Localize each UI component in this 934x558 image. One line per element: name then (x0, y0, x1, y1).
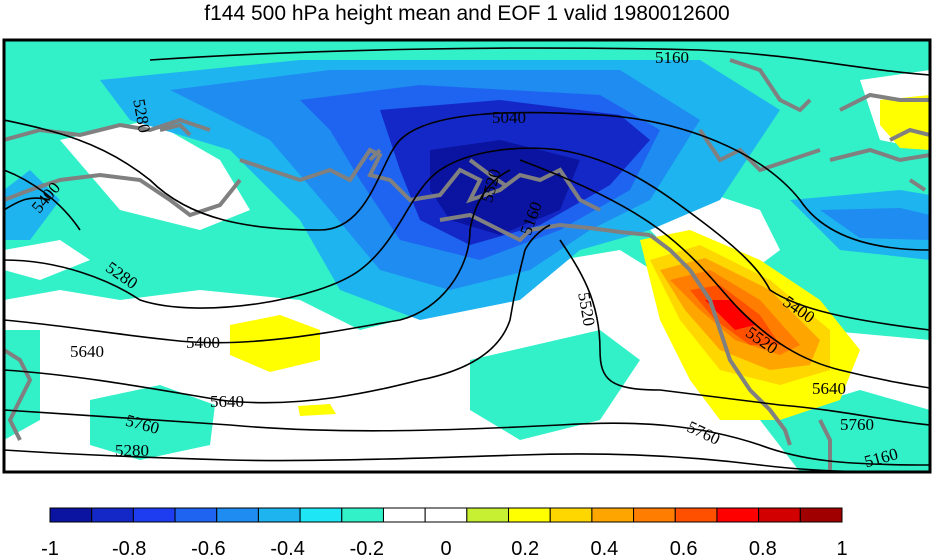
colorbar-swatch (799, 507, 843, 523)
colorbar-swatch (716, 507, 760, 523)
colorbar-swatch (508, 507, 551, 523)
colorbar-swatch (758, 507, 801, 523)
colorbar-tick-label: -0.8 (112, 538, 146, 558)
colorbar-tick-label: 0.2 (511, 538, 539, 558)
colorbar-swatch (91, 507, 134, 523)
map-frame (2, 38, 932, 474)
colorbar-tick-label: -1 (41, 538, 59, 558)
contour-label: 5160 (655, 48, 689, 67)
contour-label: 5040 (492, 108, 526, 127)
colorbar-swatch (466, 507, 510, 523)
contour-label: 5640 (70, 342, 104, 361)
colorbar-tick-label: 0 (440, 538, 451, 558)
colorbar-swatch (341, 507, 384, 523)
contour-label: 5760 (840, 415, 874, 434)
colorbar-swatch (299, 507, 343, 523)
colorbar-swatch (549, 507, 593, 523)
colorbar: -1 -0.8 -0.6 -0.4 -0.2 0 0.2 0.4 0.6 0.8 1 (41, 507, 848, 558)
colorbar-tick-label: -0.6 (191, 538, 225, 558)
colorbar-swatch (633, 507, 676, 523)
colorbar-swatch (424, 507, 468, 523)
colorbar-swatch (174, 507, 218, 523)
colorbar-swatch (591, 507, 635, 523)
colorbar-tick-label: 0.8 (749, 538, 777, 558)
contour-label: 5640 (812, 379, 846, 398)
colorbar-swatch (674, 507, 718, 523)
height-contours (4, 47, 930, 472)
colorbar-tick-label: 0.4 (590, 538, 618, 558)
map-title: f144 500 hPa height mean and EOF 1 valid… (204, 2, 730, 25)
colorbar-tick-label: 1 (836, 538, 847, 558)
colorbar-swatch (49, 507, 93, 523)
contour-label: 5400 (186, 333, 220, 352)
colorbar-swatch (382, 507, 426, 523)
colorbar-swatch (216, 507, 259, 523)
contour-label: 5640 (210, 392, 244, 411)
coastlines (4, 58, 930, 472)
colorbar-tick-label: 0.6 (670, 538, 698, 558)
colorbar-tick-label: -0.2 (350, 538, 384, 558)
colorbar-swatch (257, 507, 301, 523)
colorbar-swatch (132, 507, 176, 523)
colorbar-tick-label: -0.4 (270, 538, 304, 558)
contour-label: 5280 (115, 441, 149, 460)
